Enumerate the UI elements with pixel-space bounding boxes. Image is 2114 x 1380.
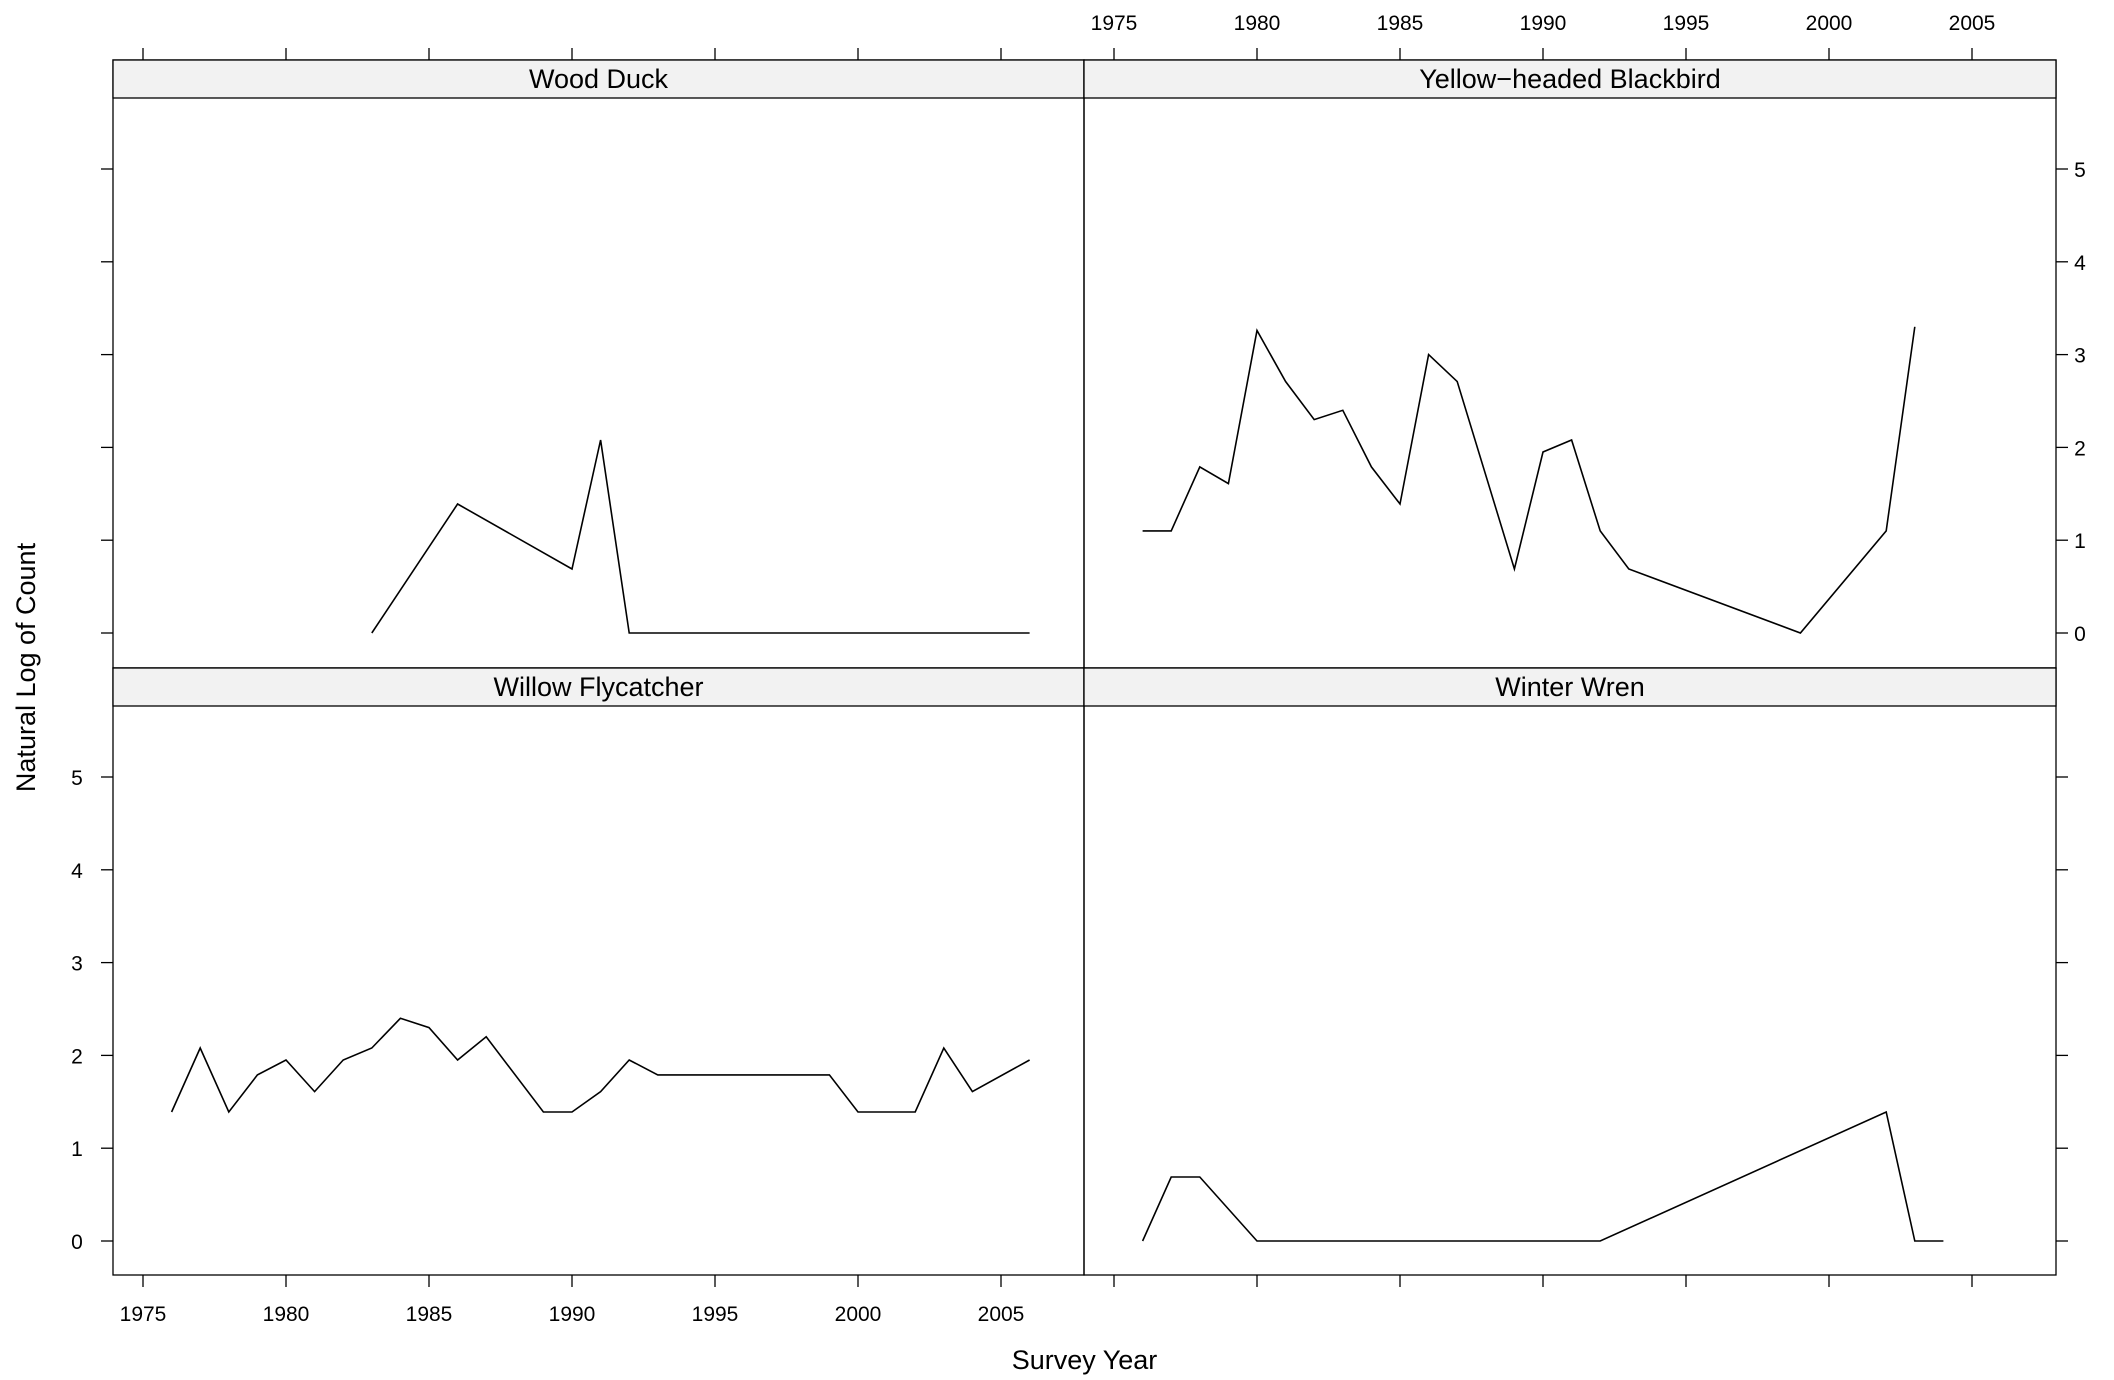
- y-tick-label-left: 5: [71, 767, 83, 790]
- series-line-wood-duck: [371, 439, 1030, 634]
- y-tick-label-right: 3: [2074, 345, 2086, 368]
- y-tick-label-left: 3: [71, 953, 83, 976]
- y-tick-label-left: 0: [71, 1231, 83, 1254]
- y-tick-label-right: 0: [2074, 623, 2086, 646]
- panel-title-wood-duck: Wood Duck: [529, 64, 669, 94]
- x-tick-label-top: 1985: [1377, 12, 1424, 35]
- y-tick-label-left: 2: [71, 1045, 83, 1068]
- y-axis-title: Natural Log of Count: [11, 542, 41, 792]
- x-axis-title: Survey Year: [1012, 1345, 1158, 1375]
- y-tick-label-right: 5: [2074, 159, 2086, 182]
- x-tick-label-bottom: 2000: [835, 1303, 882, 1326]
- series-line-winter-wren: [1141, 1110, 1944, 1242]
- panel-title-winter-wren: Winter Wren: [1495, 672, 1645, 702]
- panel-strip-winter-wren: [1083, 667, 2057, 707]
- x-tick-label-top: 1995: [1663, 12, 1710, 35]
- panel-title-yellow-headed-blackbird: Yellow−headed Blackbird: [1419, 64, 1720, 94]
- y-tick-label-right: 2: [2074, 437, 2086, 460]
- x-tick-label-top: 2000: [1806, 12, 1853, 35]
- panel-strip-wood-duck: [112, 59, 1085, 99]
- y-tick-label-right: 1: [2074, 530, 2086, 553]
- x-tick-label-bottom: 1985: [406, 1303, 453, 1326]
- panel-strip-yellow-headed-blackbird: [1083, 59, 2057, 99]
- panel-frame-winter-wren: [1083, 667, 2057, 1276]
- x-tick-label-top: 1975: [1091, 12, 1138, 35]
- x-tick-label-bottom: 1995: [692, 1303, 739, 1326]
- x-tick-label-top: 1990: [1520, 12, 1567, 35]
- series-line-yellow-headed-blackbird: [1142, 326, 1916, 634]
- panel-frame-wood-duck: [112, 59, 1085, 669]
- panel-frame-willow-flycatcher: [112, 667, 1085, 1276]
- y-tick-label-left: 1: [71, 1138, 83, 1161]
- panel-title-willow-flycatcher: Willow Flycatcher: [493, 672, 703, 702]
- x-tick-label-bottom: 1980: [263, 1303, 310, 1326]
- y-tick-label-right: 4: [2074, 252, 2086, 275]
- x-tick-label-top: 1980: [1234, 12, 1281, 35]
- x-tick-label-top: 2005: [1949, 12, 1996, 35]
- x-tick-label-bottom: 1990: [549, 1303, 596, 1326]
- x-tick-label-bottom: 2005: [978, 1303, 1025, 1326]
- series-line-willow-flycatcher: [170, 1017, 1030, 1114]
- y-tick-label-left: 4: [71, 860, 83, 883]
- x-tick-label-bottom: 1975: [120, 1303, 167, 1326]
